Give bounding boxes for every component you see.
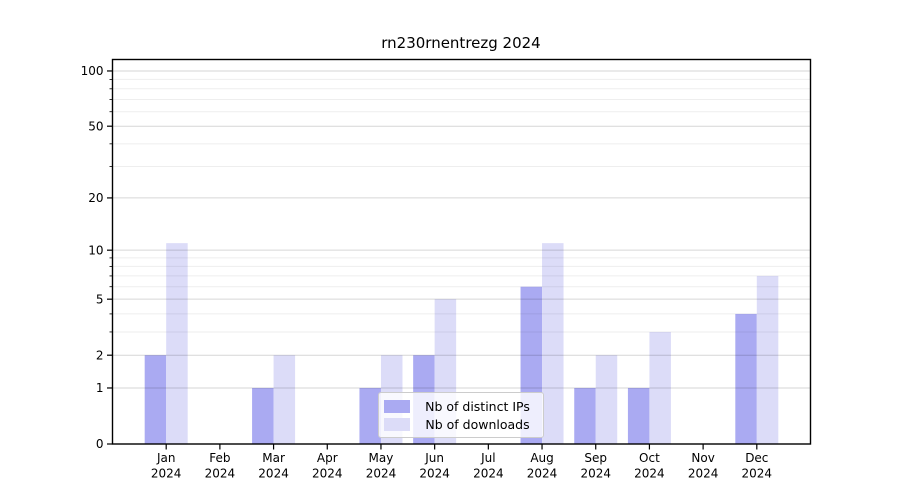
- y-tick-label: 5: [96, 292, 104, 306]
- bar-downloads-sep: [595, 355, 618, 444]
- x-tick-label-year: 2024: [258, 467, 289, 481]
- legend-swatch-downloads: [384, 417, 410, 431]
- x-tick-label-year: 2024: [366, 467, 397, 481]
- x-tick-label-month: Dec: [745, 451, 768, 465]
- bar-distinct-ips-sep: [574, 387, 596, 444]
- x-tick-label-month: Jul: [480, 451, 495, 465]
- x-tick-label-year: 2024: [205, 467, 236, 481]
- chart-title: rn230rnentrezg 2024: [381, 34, 541, 52]
- legend-item-distinct-ips: Nb of distinct IPs: [384, 399, 537, 414]
- bar-distinct-ips-jan: [144, 355, 167, 444]
- x-tick-label-month: Aug: [530, 451, 553, 465]
- legend-item-downloads: Nb of downloads: [384, 417, 537, 432]
- bar-distinct-ips-dec: [735, 313, 757, 444]
- x-tick-label-year: 2024: [580, 467, 611, 481]
- x-tick-label-month: Nov: [691, 451, 714, 465]
- x-tick-label-month: Feb: [209, 451, 230, 465]
- x-tick-label-month: Jun: [424, 451, 444, 465]
- bar-downloads-oct: [649, 331, 671, 444]
- legend-swatch-distinct-ips: [384, 399, 410, 413]
- x-tick-label-year: 2024: [634, 467, 665, 481]
- x-tick-label-month: Mar: [262, 451, 285, 465]
- bar-distinct-ips-mar: [252, 387, 274, 444]
- bar-downloads-aug: [542, 243, 564, 444]
- y-tick-label: 1: [96, 381, 104, 395]
- x-tick-label-month: Jan: [156, 451, 176, 465]
- x-tick-label-month: Oct: [639, 451, 660, 465]
- y-tick-label: 10: [88, 243, 103, 257]
- x-tick-label-month: May: [369, 451, 394, 465]
- axis-frame: [111, 58, 812, 445]
- bar-downloads-dec: [756, 275, 779, 444]
- bar-downloads-mar: [273, 355, 296, 444]
- y-tick-label: 50: [88, 119, 103, 133]
- x-tick-label-year: 2024: [151, 467, 182, 481]
- x-tick-label-year: 2024: [688, 467, 719, 481]
- x-tick-label-year: 2024: [473, 467, 504, 481]
- y-tick-label: 20: [88, 191, 103, 205]
- x-tick-label-year: 2024: [742, 467, 773, 481]
- bar-downloads-jan: [166, 243, 188, 444]
- y-tick-label: 2: [96, 348, 104, 362]
- x-tick-label-year: 2024: [527, 467, 558, 481]
- x-tick-label-year: 2024: [419, 467, 450, 481]
- legend: Nb of distinct IPs Nb of downloads: [378, 392, 544, 438]
- legend-label-downloads: Nb of downloads: [425, 416, 530, 432]
- legend-label-distinct-ips: Nb of distinct IPs: [425, 398, 530, 414]
- y-tick-label: 0: [96, 437, 104, 451]
- x-tick-label-year: 2024: [312, 467, 343, 481]
- y-tick-label: 100: [81, 64, 104, 78]
- bar-distinct-ips-may: [359, 387, 381, 444]
- x-tick-label-month: Sep: [584, 451, 607, 465]
- bar-distinct-ips-oct: [627, 387, 650, 444]
- x-tick-label-month: Apr: [317, 451, 338, 465]
